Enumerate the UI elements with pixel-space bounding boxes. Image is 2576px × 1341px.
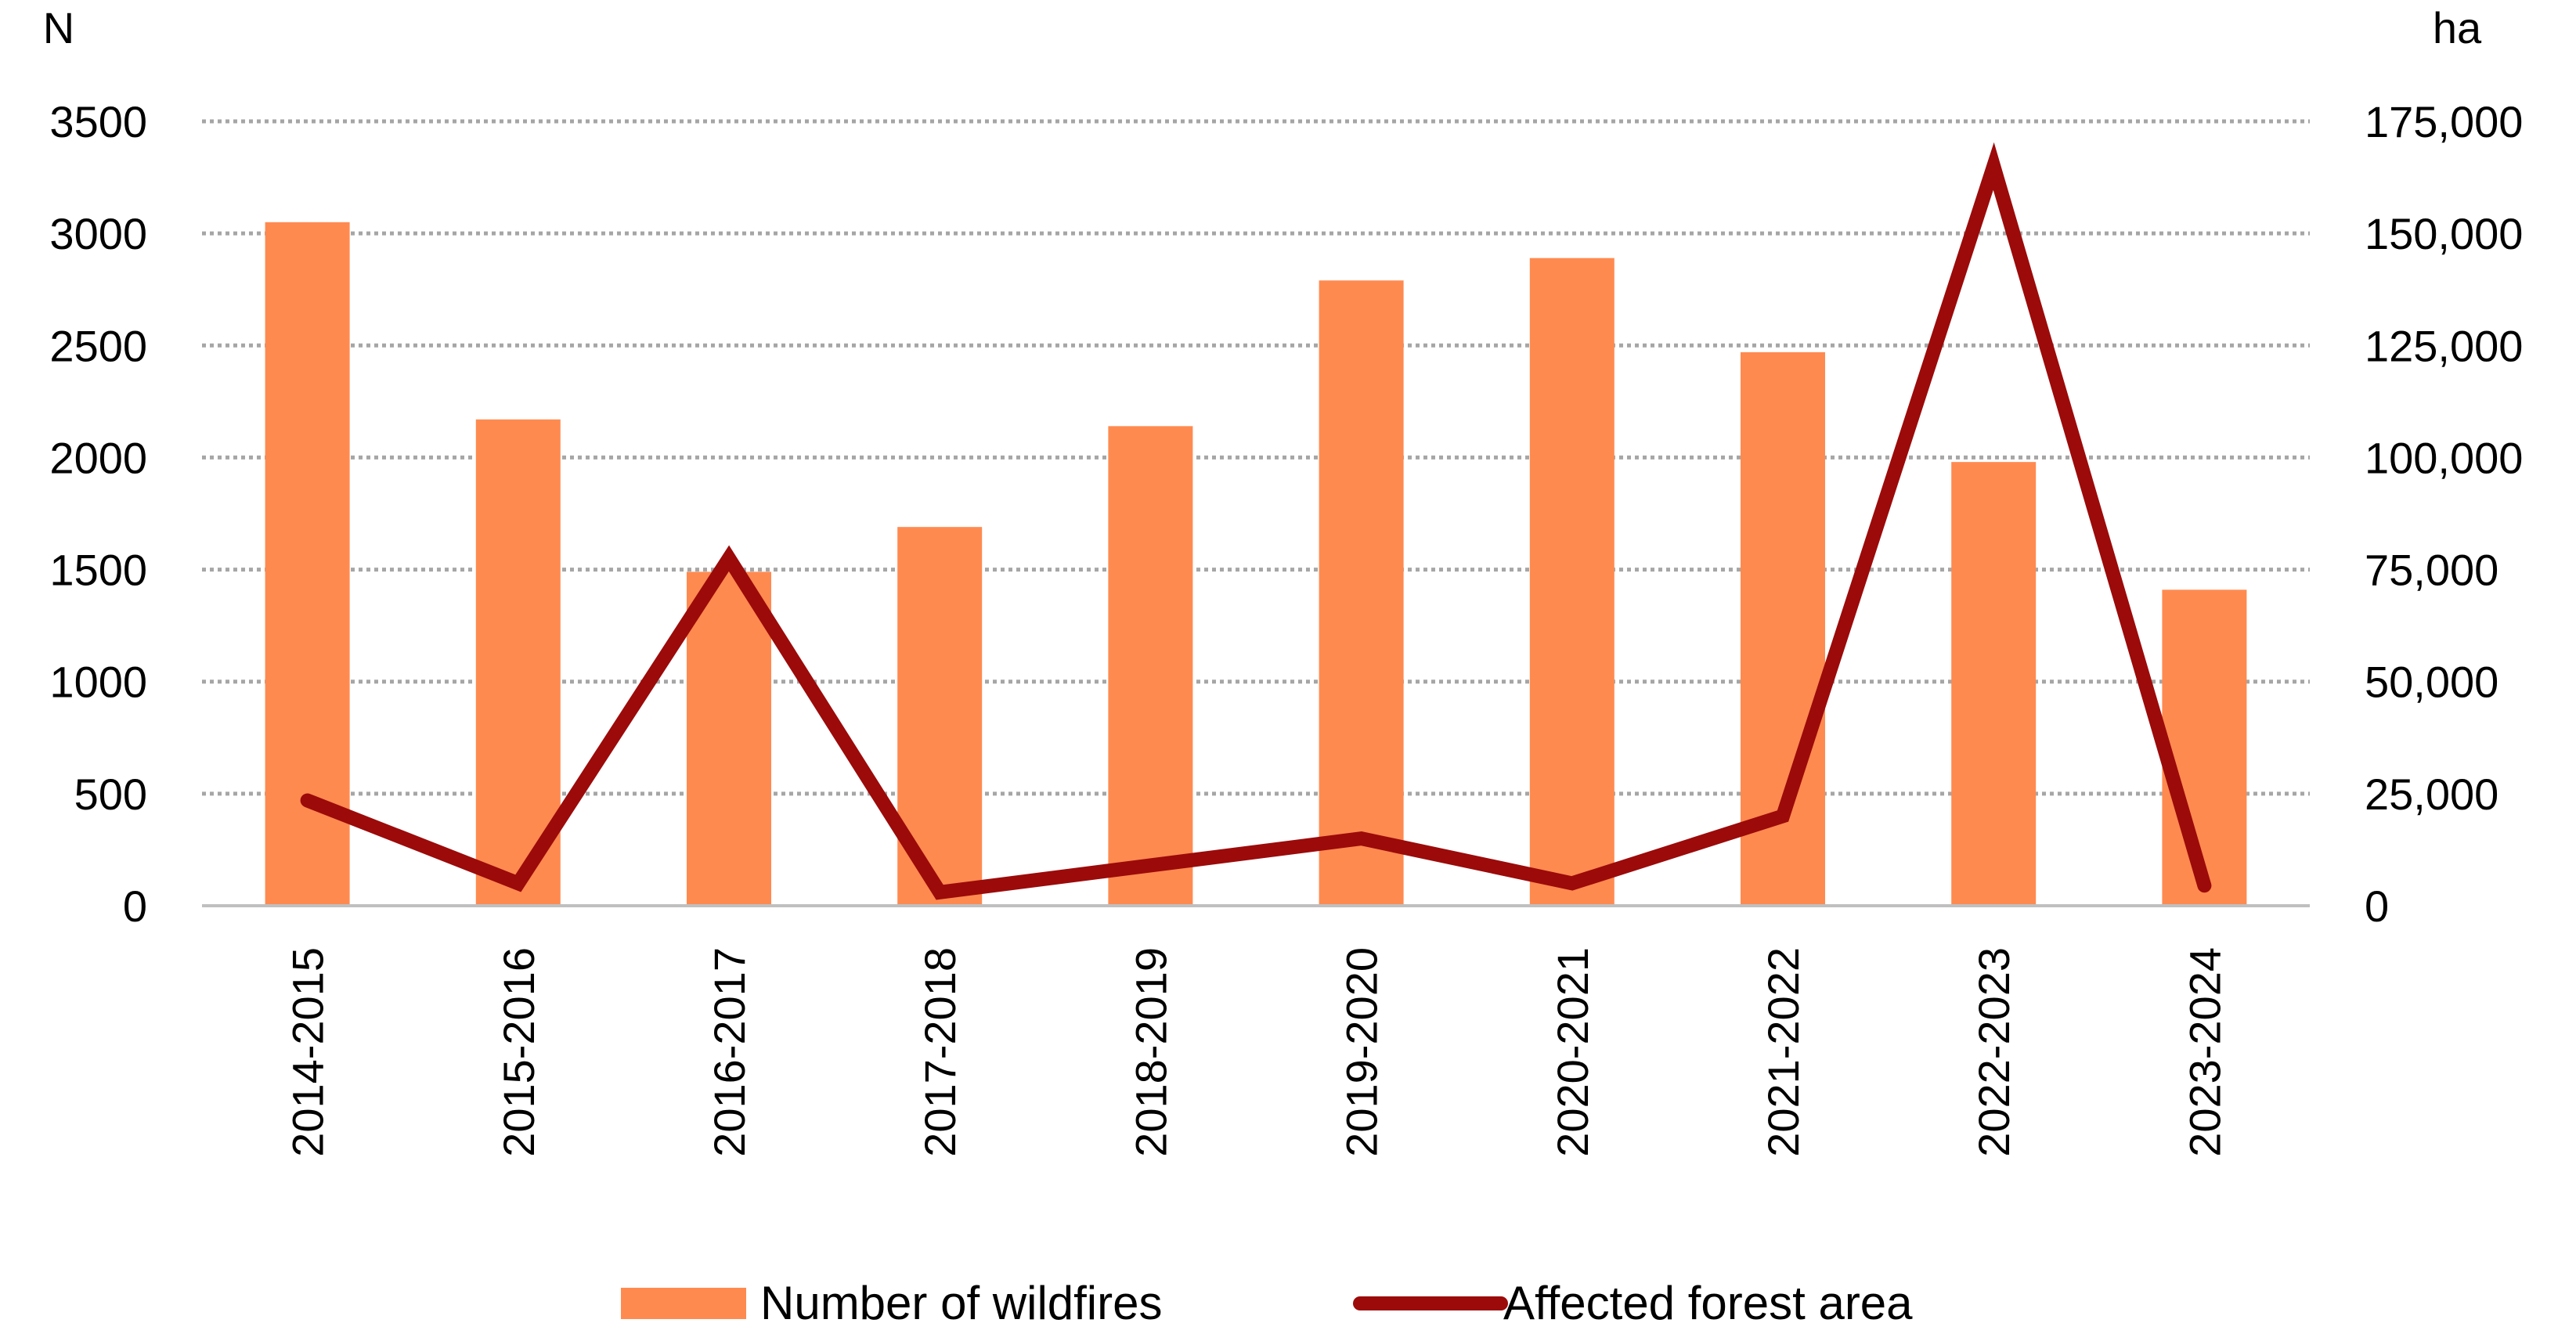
right-tick-label: 175,000: [2365, 97, 2523, 146]
x-tick-label: 2023-2024: [2180, 947, 2229, 1157]
bar: [475, 419, 561, 906]
x-tick-label: 2014-2015: [283, 947, 333, 1157]
bar: [1529, 258, 1615, 906]
x-tick-label: 2020-2021: [1548, 947, 1597, 1157]
legend-swatch-bars: [621, 1288, 746, 1319]
left-tick-label: 500: [74, 770, 147, 819]
bar: [2162, 589, 2247, 906]
bar: [687, 571, 771, 906]
right-tick-label: 0: [2365, 881, 2389, 931]
left-tick-label: 3500: [49, 97, 147, 146]
x-tick-label: 2021-2022: [1759, 947, 1808, 1157]
x-tick-label: 2016-2017: [705, 947, 754, 1157]
x-tick-label: 2022-2023: [1969, 947, 2019, 1157]
left-tick-label: 1500: [49, 546, 147, 595]
right-tick-label: 125,000: [2365, 321, 2523, 370]
bar: [1108, 426, 1193, 906]
bar: [1951, 462, 2037, 906]
bar: [265, 222, 350, 906]
right-tick-label: 75,000: [2365, 546, 2498, 595]
left-tick-label: 0: [123, 881, 147, 931]
right-tick-label: 50,000: [2365, 658, 2498, 707]
right-tick-label: 150,000: [2365, 209, 2523, 258]
left-tick-label: 2000: [49, 433, 147, 482]
left-tick-label: 3000: [49, 209, 147, 258]
left-tick-label: 1000: [49, 658, 147, 707]
right-y-axis: ha 0 25,000 50,000 75,000 100,000 125,000 150,…: [2365, 3, 2523, 931]
bar: [1319, 280, 1404, 907]
legend: Number of wildfires Affected forest area: [621, 1277, 1913, 1329]
left-tick-label: 2500: [49, 321, 147, 370]
x-tick-label: 2018-2019: [1126, 947, 1175, 1157]
bar-series-number-of-wildfires: [265, 222, 2247, 907]
right-axis-label: ha: [2433, 3, 2482, 52]
x-axis-tick-labels: 2014-2015 2015-2016 2016-2017 2017-2018 2018…: [283, 947, 2230, 1157]
line-affected-forest-area: [300, 142, 2212, 900]
right-tick-label: 100,000: [2365, 433, 2523, 482]
line-series-affected-forest-area: [300, 142, 2212, 900]
right-tick-label: 25,000: [2365, 770, 2498, 819]
left-y-axis: N 0 500 1000 1500 2000 2500 3000 3500: [43, 3, 147, 931]
legend-label-line: Affected forest area: [1503, 1277, 1913, 1329]
x-tick-label: 2017-2018: [915, 947, 965, 1157]
left-axis-label: N: [43, 3, 74, 52]
x-tick-label: 2019-2020: [1337, 947, 1387, 1157]
legend-label-bars: Number of wildfires: [760, 1277, 1163, 1329]
x-tick-label: 2015-2016: [494, 947, 543, 1157]
